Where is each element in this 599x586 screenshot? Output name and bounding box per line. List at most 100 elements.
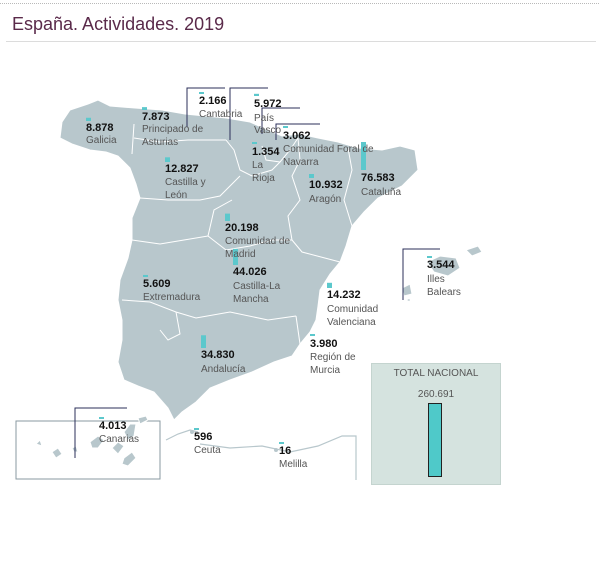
- bar-asturias: [142, 107, 147, 110]
- page-title: España. Actividades. 2019: [12, 14, 225, 34]
- bar-cataluna: [361, 142, 366, 170]
- mainland-shape: [59, 99, 419, 421]
- navarra-name-1: Comunidad Foral de: [283, 144, 374, 155]
- madrid-name-2: Madrid: [225, 249, 256, 260]
- baleares-name-1: Illes: [427, 274, 445, 285]
- label-castilla-la-mancha: 44.026 Castilla-La Mancha: [233, 266, 281, 305]
- ceuta-name: Ceuta: [194, 445, 221, 456]
- la-rioja-value: 1.354: [252, 146, 280, 158]
- castilla-la-mancha-name-2: Mancha: [233, 294, 269, 305]
- top-divider: [0, 3, 599, 4]
- label-asturias: 7.873 Principado de Asturias: [142, 111, 204, 148]
- la-rioja-name-1: La: [252, 160, 264, 171]
- label-murcia: 3.980 Región de Murcia: [310, 338, 356, 376]
- cantabria-name: Cantabria: [199, 109, 243, 120]
- castilla-leon-name-1: Castilla y: [165, 177, 206, 188]
- total-bar: [428, 403, 442, 477]
- label-andalucia: 34.830 Andalucía: [201, 349, 246, 375]
- madrid-value: 20.198: [225, 222, 259, 234]
- bar-murcia: [310, 334, 315, 336]
- region-labels: 8.878 Galicia 7.873 Principado de Asturi…: [86, 95, 461, 470]
- label-madrid: 20.198 Comunidad de Madrid: [225, 222, 290, 260]
- value-bars: [86, 92, 432, 444]
- galicia-name: Galicia: [86, 135, 117, 146]
- extremadura-name: Extremadura: [143, 292, 201, 303]
- baleares-mallorca: [426, 255, 461, 277]
- castilla-leon-value: 12.827: [165, 163, 199, 175]
- andalucia-value: 34.830: [201, 349, 235, 361]
- label-castilla-leon: 12.827 Castilla y León: [165, 163, 206, 201]
- asturias-name-2: Asturias: [142, 137, 178, 148]
- baleares-formentera: [404, 297, 411, 303]
- murcia-name-1: Región de: [310, 352, 356, 363]
- total-value: 260.691: [417, 389, 455, 400]
- ceuta-dot: [190, 430, 194, 434]
- bar-castilla-la-mancha: [233, 248, 238, 265]
- bar-aragon: [309, 174, 314, 178]
- canarias-value: 4.013: [99, 420, 127, 432]
- label-valenciana: 14.232 Comunidad Valenciana: [327, 289, 378, 328]
- aragon-value: 10.932: [309, 179, 343, 191]
- melilla-name: Melilla: [279, 459, 308, 470]
- title-divider: [6, 41, 596, 42]
- castilla-la-mancha-name-1: Castilla-La: [233, 281, 281, 292]
- bar-madrid: [225, 213, 230, 221]
- bar-melilla: [279, 442, 284, 444]
- navarra-name-2: Navarra: [283, 157, 319, 168]
- ceuta-value: 596: [194, 431, 212, 443]
- baleares-name-2: Balears: [427, 287, 461, 298]
- bar-galicia: [86, 117, 91, 121]
- bar-ceuta: [194, 428, 199, 430]
- bar-la-rioja: [252, 142, 257, 144]
- bar-pais-vasco: [254, 93, 259, 96]
- asturias-value: 7.873: [142, 111, 170, 123]
- label-canarias: 4.013 Canarias: [99, 420, 139, 445]
- bar-navarra: [283, 126, 288, 128]
- label-cataluna: 76.583 Cataluña: [361, 172, 401, 198]
- label-melilla: 16 Melilla: [279, 445, 308, 470]
- aragon-name: Aragón: [309, 194, 341, 205]
- la-rioja-name-2: Rioja: [252, 173, 275, 184]
- label-extremadura: 5.609 Extremadura: [143, 278, 201, 303]
- cantabria-value: 2.166: [199, 95, 227, 107]
- navarra-value: 3.062: [283, 130, 311, 142]
- pais-vasco-value: 5.972: [254, 98, 282, 110]
- cataluna-name: Cataluña: [361, 187, 401, 198]
- bar-andalucia: [201, 335, 206, 348]
- region-borders: [121, 123, 353, 345]
- label-galicia: 8.878 Galicia: [86, 122, 117, 146]
- bar-canarias: [99, 417, 104, 419]
- label-navarra: 3.062 Comunidad Foral de Navarra: [283, 130, 374, 168]
- label-baleares: 3.544 Illes Balears: [427, 259, 461, 298]
- africa-coast: [199, 435, 357, 480]
- valenciana-name-1: Comunidad: [327, 304, 378, 315]
- total-label: TOTAL NACIONAL: [393, 368, 479, 379]
- bar-castilla-leon: [165, 157, 170, 162]
- total-nacional-panel: TOTAL NACIONAL 260.691: [371, 363, 501, 485]
- andalucia-name: Andalucía: [201, 364, 246, 375]
- label-pais-vasco: 5.972 País Vasco: [254, 98, 282, 136]
- bar-cantabria: [199, 92, 204, 94]
- murcia-value: 3.980: [310, 338, 338, 350]
- pais-vasco-name-2: Vasco: [254, 125, 281, 136]
- asturias-name-1: Principado de: [142, 124, 204, 135]
- baleares-value: 3.544: [427, 259, 455, 271]
- label-aragon: 10.932 Aragón: [309, 179, 343, 205]
- bar-extremadura: [143, 274, 148, 277]
- extremadura-value: 5.609: [143, 278, 171, 290]
- castilla-la-mancha-value: 44.026: [233, 266, 267, 278]
- label-la-rioja: 1.354 La Rioja: [252, 146, 280, 184]
- melilla-value: 16: [279, 445, 291, 457]
- canarias-inset-frame: [15, 420, 161, 480]
- madrid-name-1: Comunidad de: [225, 236, 290, 247]
- bar-baleares: [427, 256, 432, 258]
- label-cantabria: 2.166 Cantabria: [199, 95, 243, 120]
- canarias-islands: [35, 415, 149, 467]
- label-ceuta: 596 Ceuta: [194, 431, 221, 456]
- castilla-leon-name-2: León: [165, 190, 187, 201]
- pais-vasco-name-1: País: [254, 113, 274, 124]
- murcia-name-2: Murcia: [310, 365, 340, 376]
- bar-valenciana: [327, 282, 332, 288]
- cataluna-value: 76.583: [361, 172, 395, 184]
